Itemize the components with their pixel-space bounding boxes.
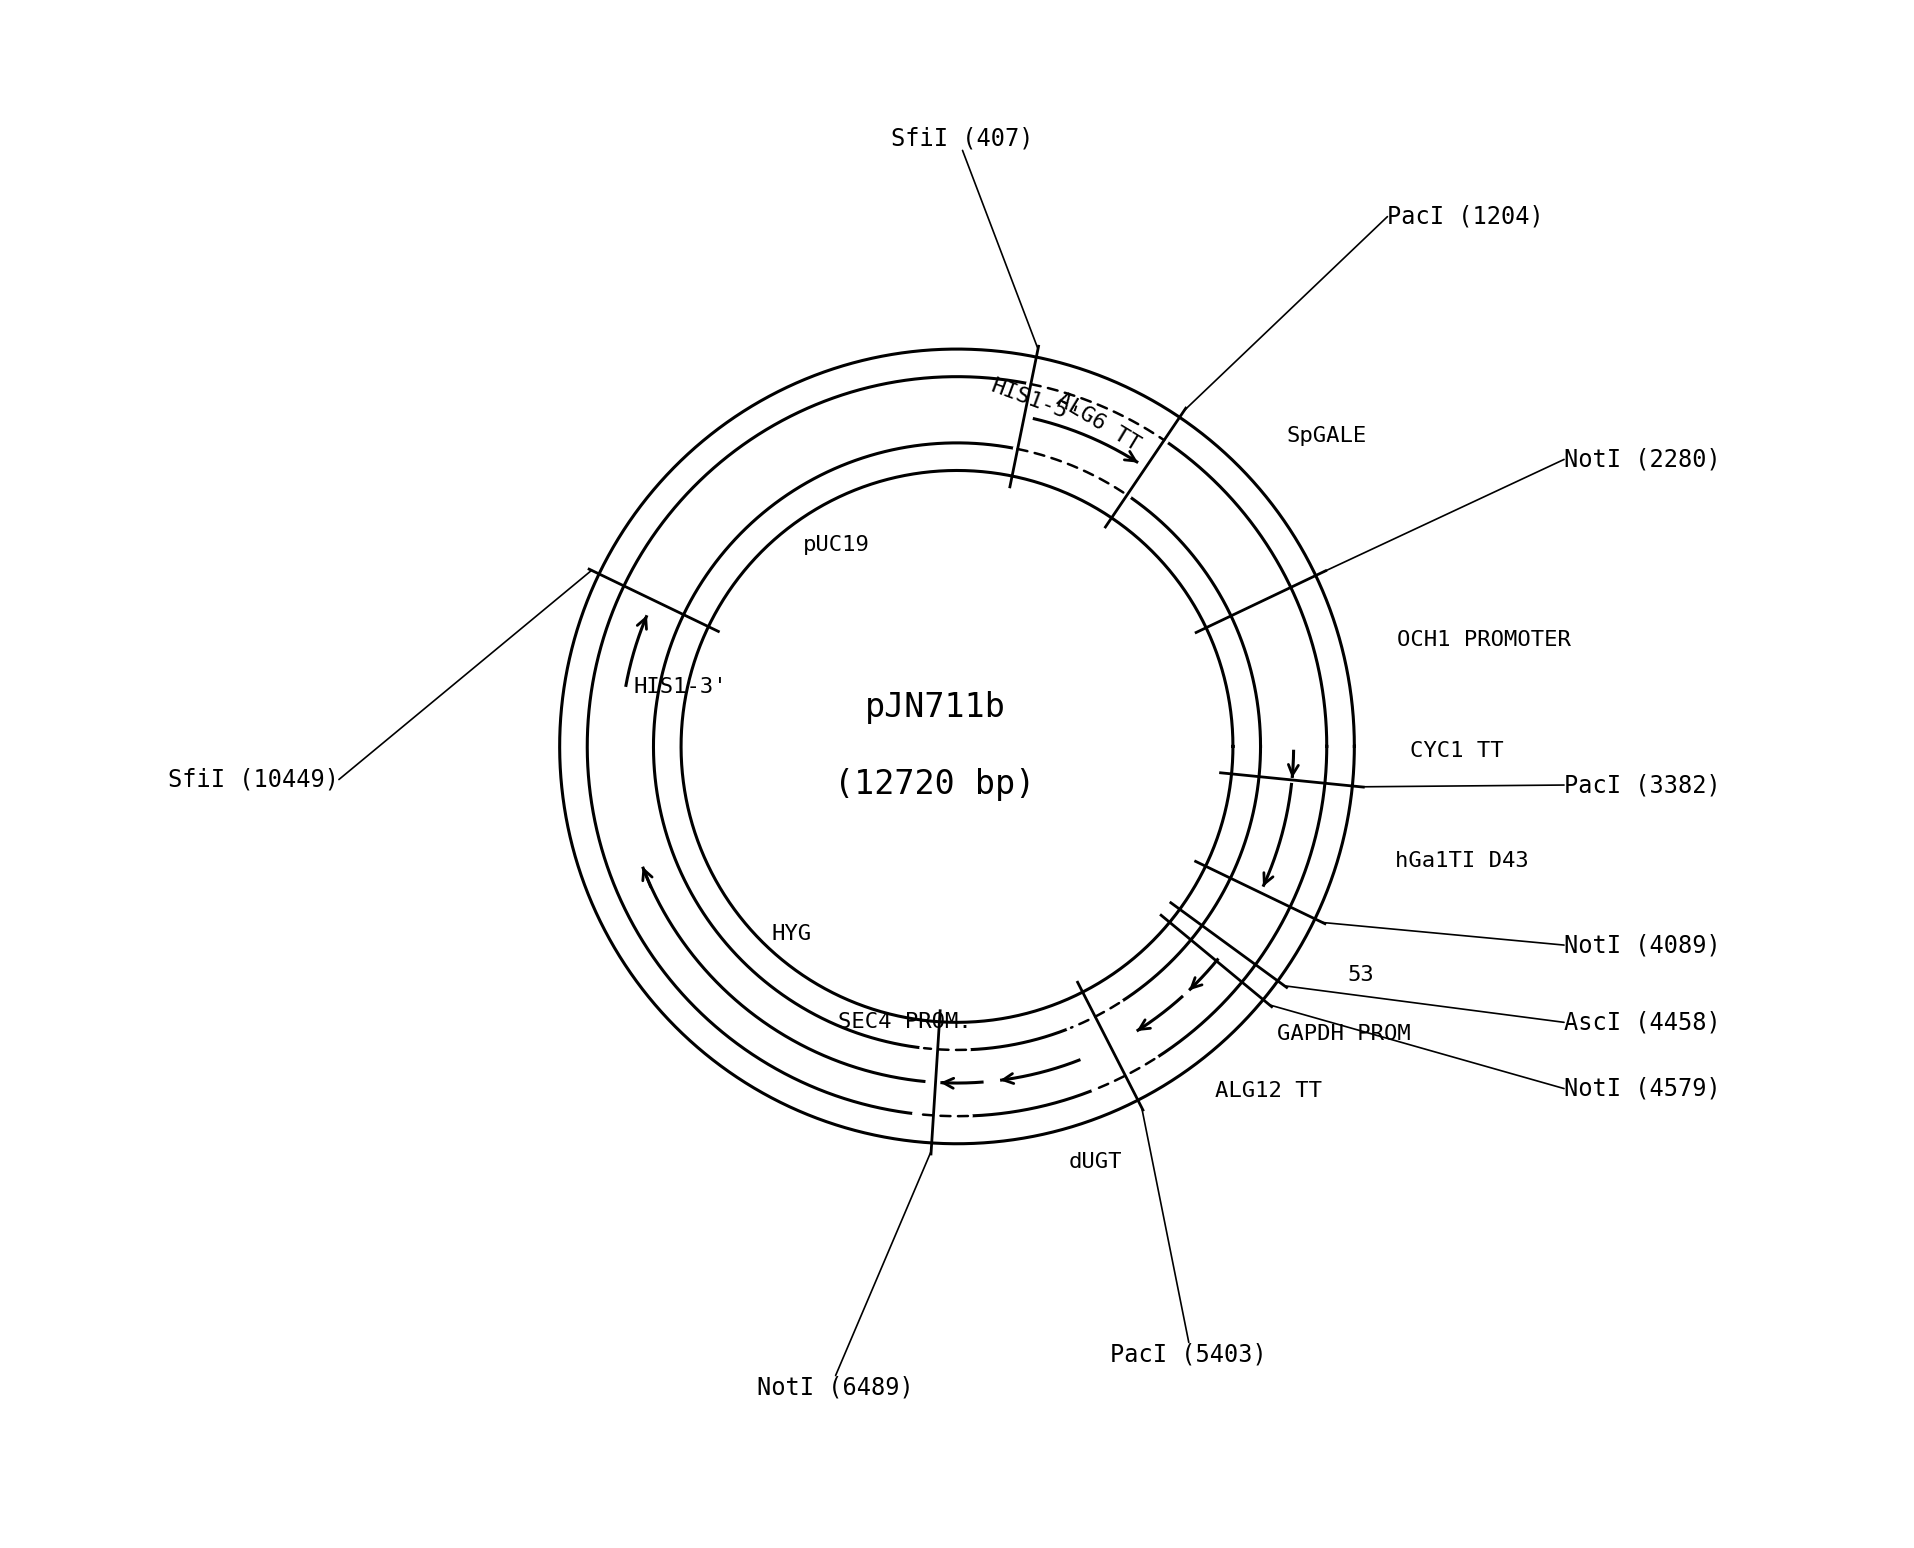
Text: pJN711b: pJN711b (865, 692, 1005, 724)
Text: pUC19: pUC19 (804, 534, 869, 554)
Text: HIS1-3': HIS1-3' (634, 678, 727, 697)
Text: SEC4 PROM.: SEC4 PROM. (838, 1012, 972, 1033)
Text: AscI (4458): AscI (4458) (1564, 1011, 1721, 1034)
Text: NotI (2280): NotI (2280) (1564, 447, 1721, 472)
Text: hGa1TI D43: hGa1TI D43 (1395, 851, 1529, 872)
Text: SfiI (10449): SfiI (10449) (168, 768, 339, 791)
Text: NotI (4089): NotI (4089) (1564, 933, 1721, 957)
Text: HIS1-5': HIS1-5' (988, 376, 1083, 427)
Text: HYG: HYG (771, 924, 812, 944)
Text: OCH1 PROMOTER: OCH1 PROMOTER (1397, 630, 1571, 650)
Text: 53: 53 (1347, 964, 1374, 985)
Text: NotI (6489): NotI (6489) (758, 1376, 915, 1399)
Text: SpGALE: SpGALE (1286, 426, 1367, 446)
Text: dUGT: dUGT (1068, 1152, 1122, 1172)
Text: ALG6 TT: ALG6 TT (1053, 390, 1143, 455)
Text: PacI (3382): PacI (3382) (1564, 772, 1721, 797)
Text: GAPDH PROM: GAPDH PROM (1277, 1023, 1411, 1043)
Text: ALG12 TT: ALG12 TT (1215, 1081, 1323, 1101)
Text: NotI (4579): NotI (4579) (1564, 1076, 1721, 1101)
Text: PacI (5403): PacI (5403) (1110, 1342, 1267, 1367)
Text: SfiI (407): SfiI (407) (892, 127, 1034, 150)
Text: (12720 bp): (12720 bp) (835, 768, 1035, 802)
Text: CYC1 TT: CYC1 TT (1409, 741, 1502, 762)
Text: PacI (1204): PacI (1204) (1388, 204, 1545, 229)
